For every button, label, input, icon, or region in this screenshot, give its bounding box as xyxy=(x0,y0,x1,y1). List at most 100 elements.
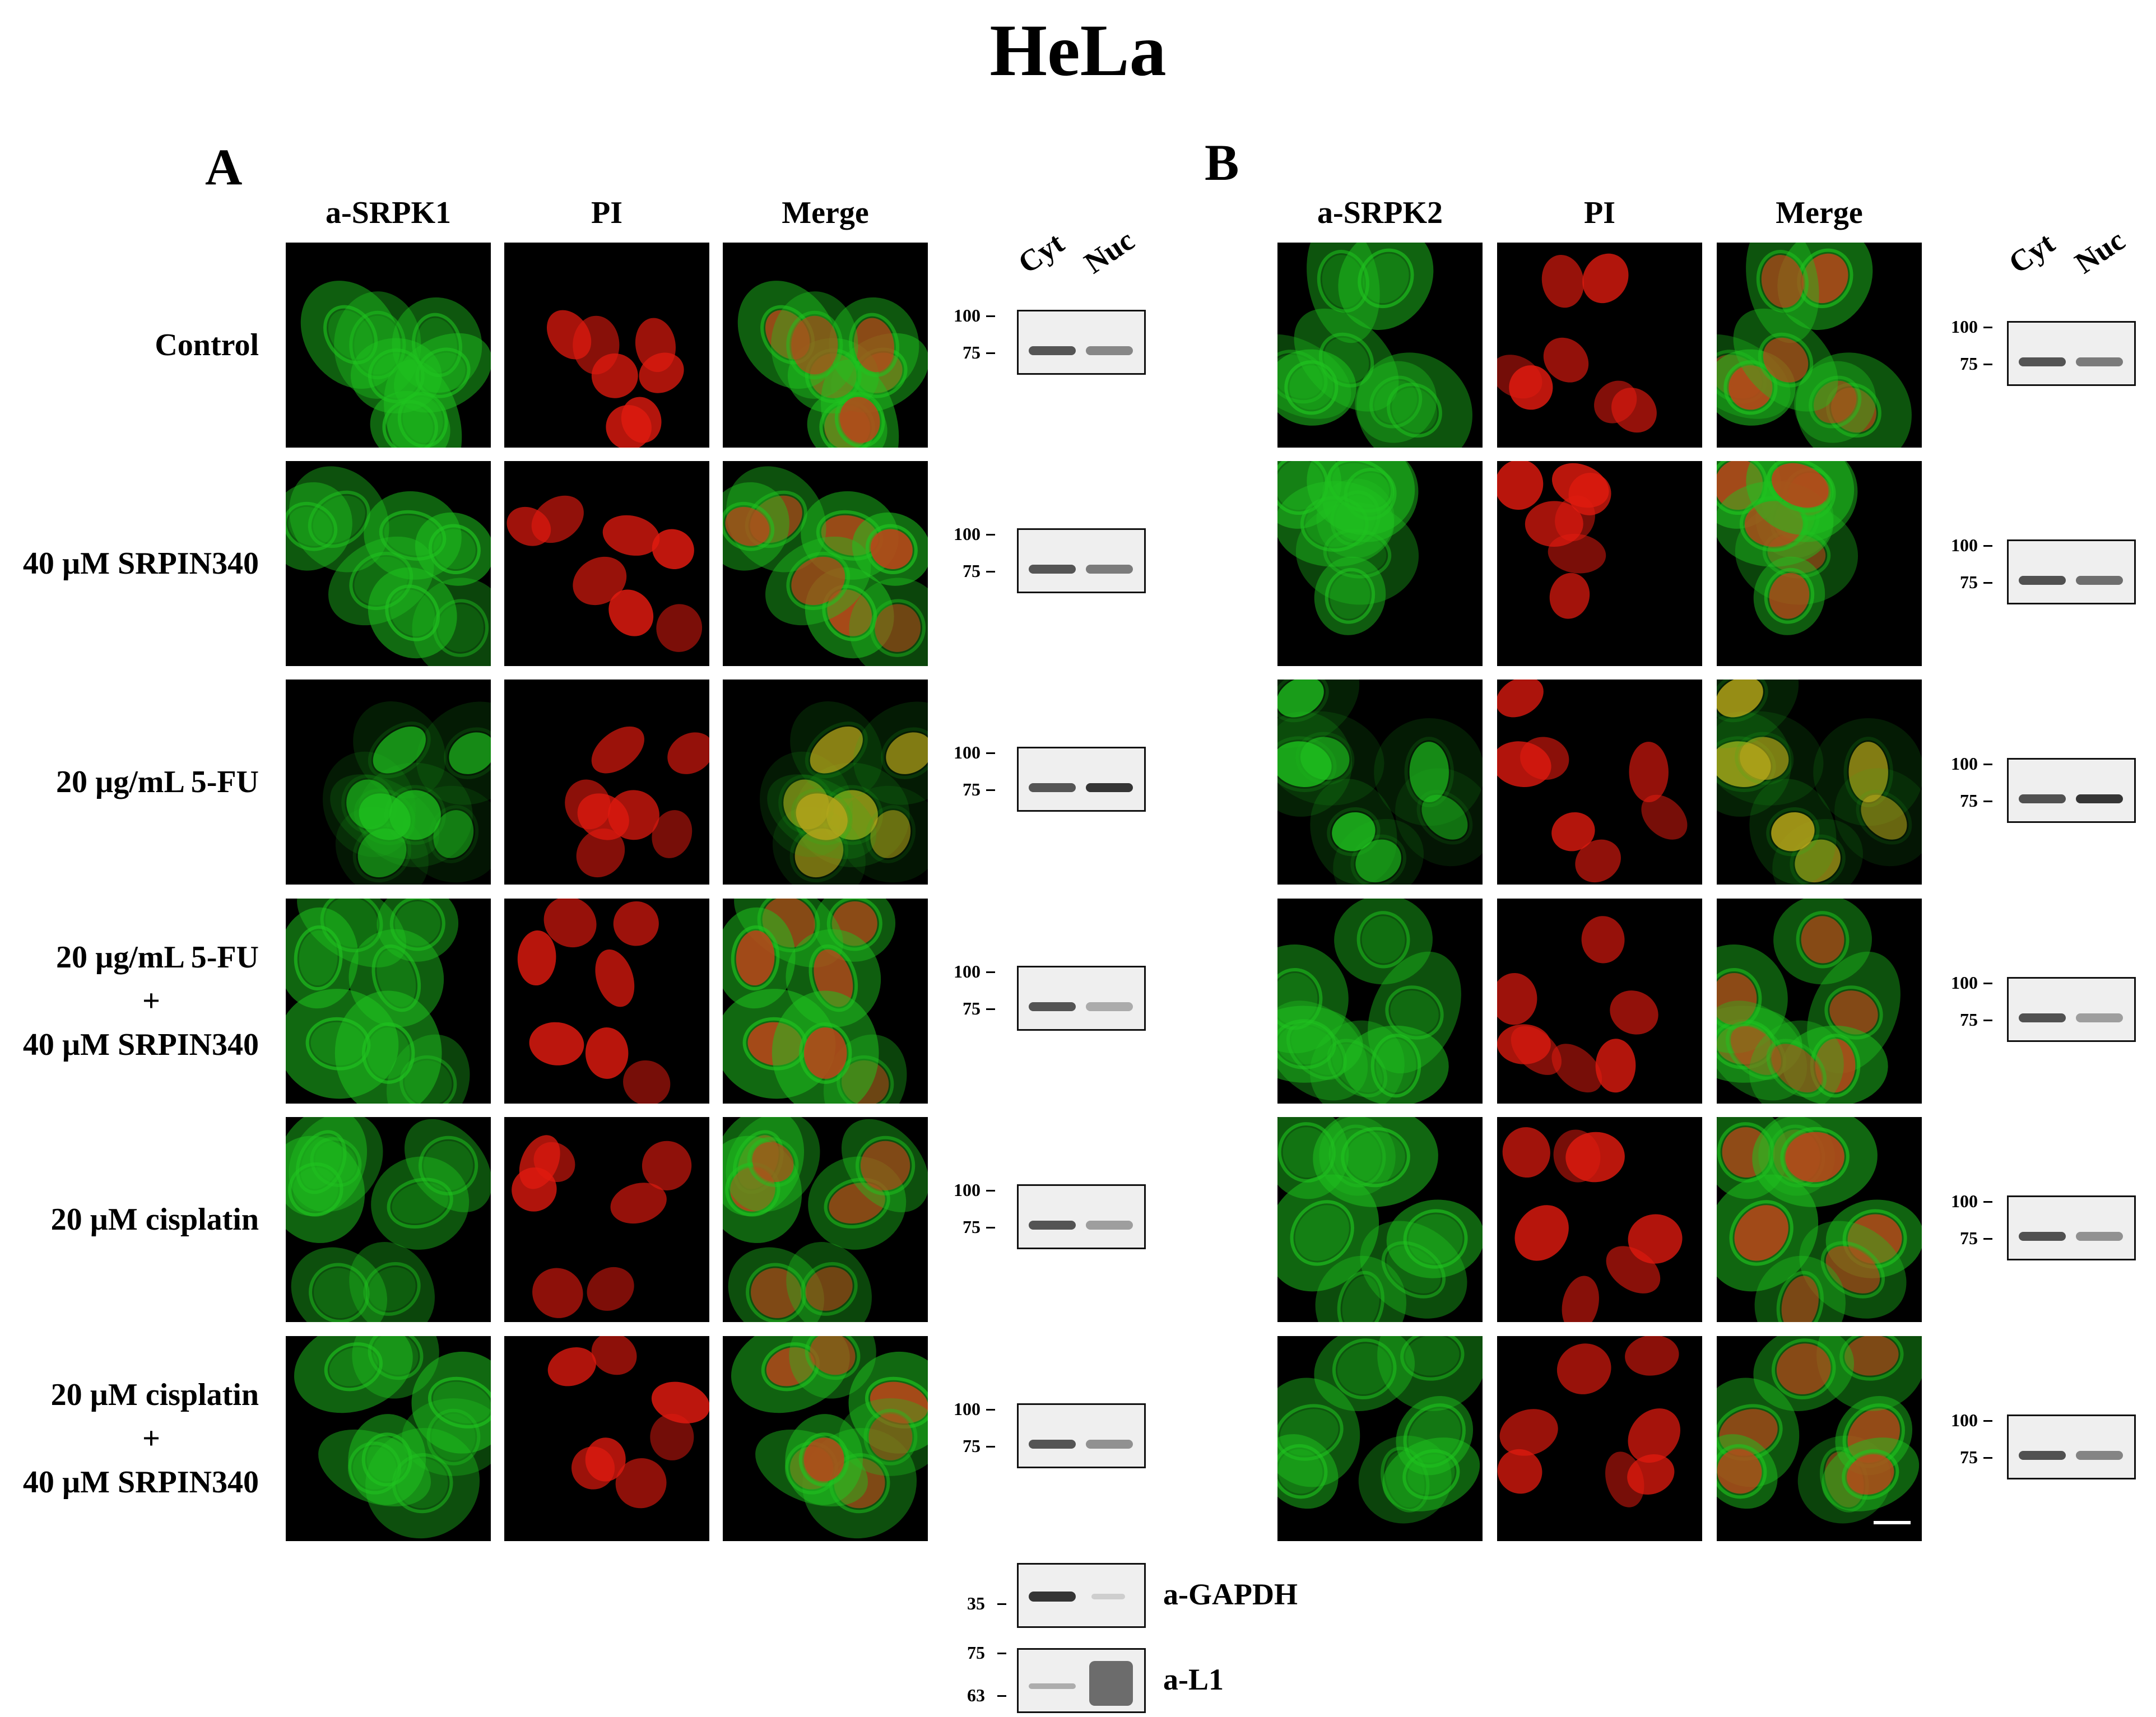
cell xyxy=(1315,1255,1406,1322)
cell xyxy=(1746,461,1855,536)
cell xyxy=(613,901,659,946)
cytoplasm xyxy=(349,1242,435,1322)
nucleus xyxy=(803,1027,847,1079)
column-header-0: a-SRPK2 xyxy=(1317,196,1443,230)
cytoplasm xyxy=(402,1398,491,1476)
micrograph-svg xyxy=(1497,680,1702,885)
nucleus xyxy=(328,310,373,360)
nuclear-rim xyxy=(428,1376,491,1428)
nucleus xyxy=(1549,573,1590,619)
nucleus xyxy=(1332,1044,1383,1093)
nuclear-rim xyxy=(1369,375,1423,429)
nuclear-rim xyxy=(426,1408,481,1465)
nucleus xyxy=(1575,839,1621,883)
nucleus xyxy=(1815,1039,1856,1093)
micrograph-svg xyxy=(1717,461,1922,666)
micrograph-green xyxy=(1277,1336,1483,1541)
cytoplasm xyxy=(411,1351,491,1454)
cell xyxy=(352,1336,439,1399)
cell xyxy=(1541,255,1584,308)
nucleus xyxy=(1497,972,1537,1025)
cell xyxy=(591,1336,637,1375)
cell xyxy=(1497,1449,1542,1494)
mw-marker-75: 75 xyxy=(1960,353,1978,374)
nuclear-rim xyxy=(428,805,479,863)
cell xyxy=(328,536,434,626)
cell xyxy=(1575,839,1621,883)
mw-marker-75: 75 xyxy=(963,561,981,581)
cell xyxy=(532,1268,583,1318)
micrograph-svg xyxy=(723,1336,928,1541)
band-nuc xyxy=(1091,1594,1125,1599)
cell xyxy=(650,1413,694,1460)
nucleus xyxy=(1525,501,1583,547)
nucleus xyxy=(1641,794,1688,840)
nucleus xyxy=(1421,794,1468,840)
tile-background xyxy=(1277,1336,1483,1541)
nuclear-rim xyxy=(1370,1034,1421,1098)
micrograph-svg xyxy=(1497,1117,1702,1322)
mw-marker-75: 75 xyxy=(1960,790,1978,811)
band-nuc xyxy=(2076,576,2123,585)
micrograph-green xyxy=(1277,243,1483,448)
nucleus xyxy=(1337,1343,1392,1394)
band-nuc xyxy=(1086,565,1133,574)
nucleus xyxy=(293,1167,338,1212)
micrograph-svg xyxy=(1717,1336,1922,1541)
cell xyxy=(642,1141,692,1190)
western-blot xyxy=(1017,528,1146,593)
nuclear-rim xyxy=(368,722,431,779)
nucleus xyxy=(1407,1454,1455,1495)
nucleus xyxy=(1582,253,1629,304)
micrograph-red xyxy=(1497,1336,1702,1541)
nuclear-rim xyxy=(800,1262,858,1316)
nucleus xyxy=(368,1267,416,1311)
cell xyxy=(1551,463,1609,508)
band-cyt xyxy=(1029,1592,1076,1602)
micrograph-red xyxy=(504,243,709,448)
cell xyxy=(814,899,896,962)
nuclear-rim xyxy=(1776,1271,1824,1322)
cell xyxy=(1509,365,1553,410)
scale-bar xyxy=(1874,1521,1911,1524)
mw-marker-75: 75 xyxy=(963,342,981,362)
cytoplasm xyxy=(352,1336,439,1399)
cytoplasm xyxy=(294,1336,413,1413)
nucleus xyxy=(736,930,775,986)
nucleus xyxy=(1771,1044,1822,1093)
nucleus xyxy=(839,397,880,443)
micrograph-svg xyxy=(286,461,491,666)
nuclear-rim xyxy=(418,1136,478,1195)
cell xyxy=(1816,1336,1922,1411)
nucleus xyxy=(1499,1409,1558,1456)
cell xyxy=(1717,1174,1819,1292)
micrograph-red xyxy=(1497,680,1702,885)
nucleus xyxy=(366,1437,407,1482)
mw-marker-35: 35 xyxy=(967,1593,985,1613)
cell xyxy=(726,1117,820,1212)
mw-marker-100: 100 xyxy=(1951,753,1978,774)
micrograph-green xyxy=(1277,680,1483,885)
nuclear-rim xyxy=(746,1263,807,1322)
cytoplasm xyxy=(286,1136,365,1243)
cytoplasm xyxy=(1307,461,1415,536)
mw-tick xyxy=(986,1446,995,1448)
nucleus xyxy=(602,515,660,556)
western-blot xyxy=(2007,1414,2136,1479)
cell xyxy=(368,567,457,659)
cell xyxy=(852,512,928,586)
cell xyxy=(286,1136,365,1243)
nucleus xyxy=(1771,812,1815,851)
mw-marker-75: 75 xyxy=(963,998,981,1018)
nucleus xyxy=(803,1437,844,1482)
cytoplasm xyxy=(1355,361,1437,443)
band-nuc xyxy=(1086,346,1133,355)
nucleus xyxy=(1541,255,1584,308)
cell xyxy=(334,990,442,1104)
cell xyxy=(353,701,446,799)
cytoplasm xyxy=(1343,1025,1449,1104)
cell xyxy=(585,1437,626,1482)
micrograph-svg xyxy=(1497,899,1702,1104)
nucleus xyxy=(1355,839,1401,883)
nucleus xyxy=(1848,742,1888,803)
